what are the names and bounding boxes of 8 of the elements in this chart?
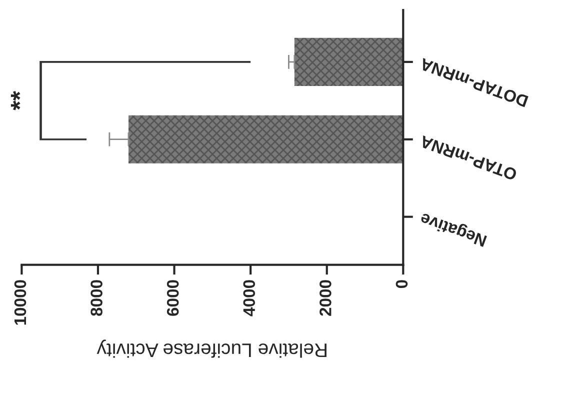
text: ** [10, 90, 20, 110]
x-tick-label: 10000 [14, 280, 26, 325]
x-tick-label: 6000 [166, 280, 179, 316]
x-tick-label: 0 [396, 280, 408, 288]
x-axis-title: Relative Luciferase Activity [96, 340, 326, 358]
x-tick-label: 4000 [243, 280, 256, 316]
x-tick-label: 8000 [90, 280, 102, 316]
x-tick-label: 2000 [320, 280, 332, 316]
